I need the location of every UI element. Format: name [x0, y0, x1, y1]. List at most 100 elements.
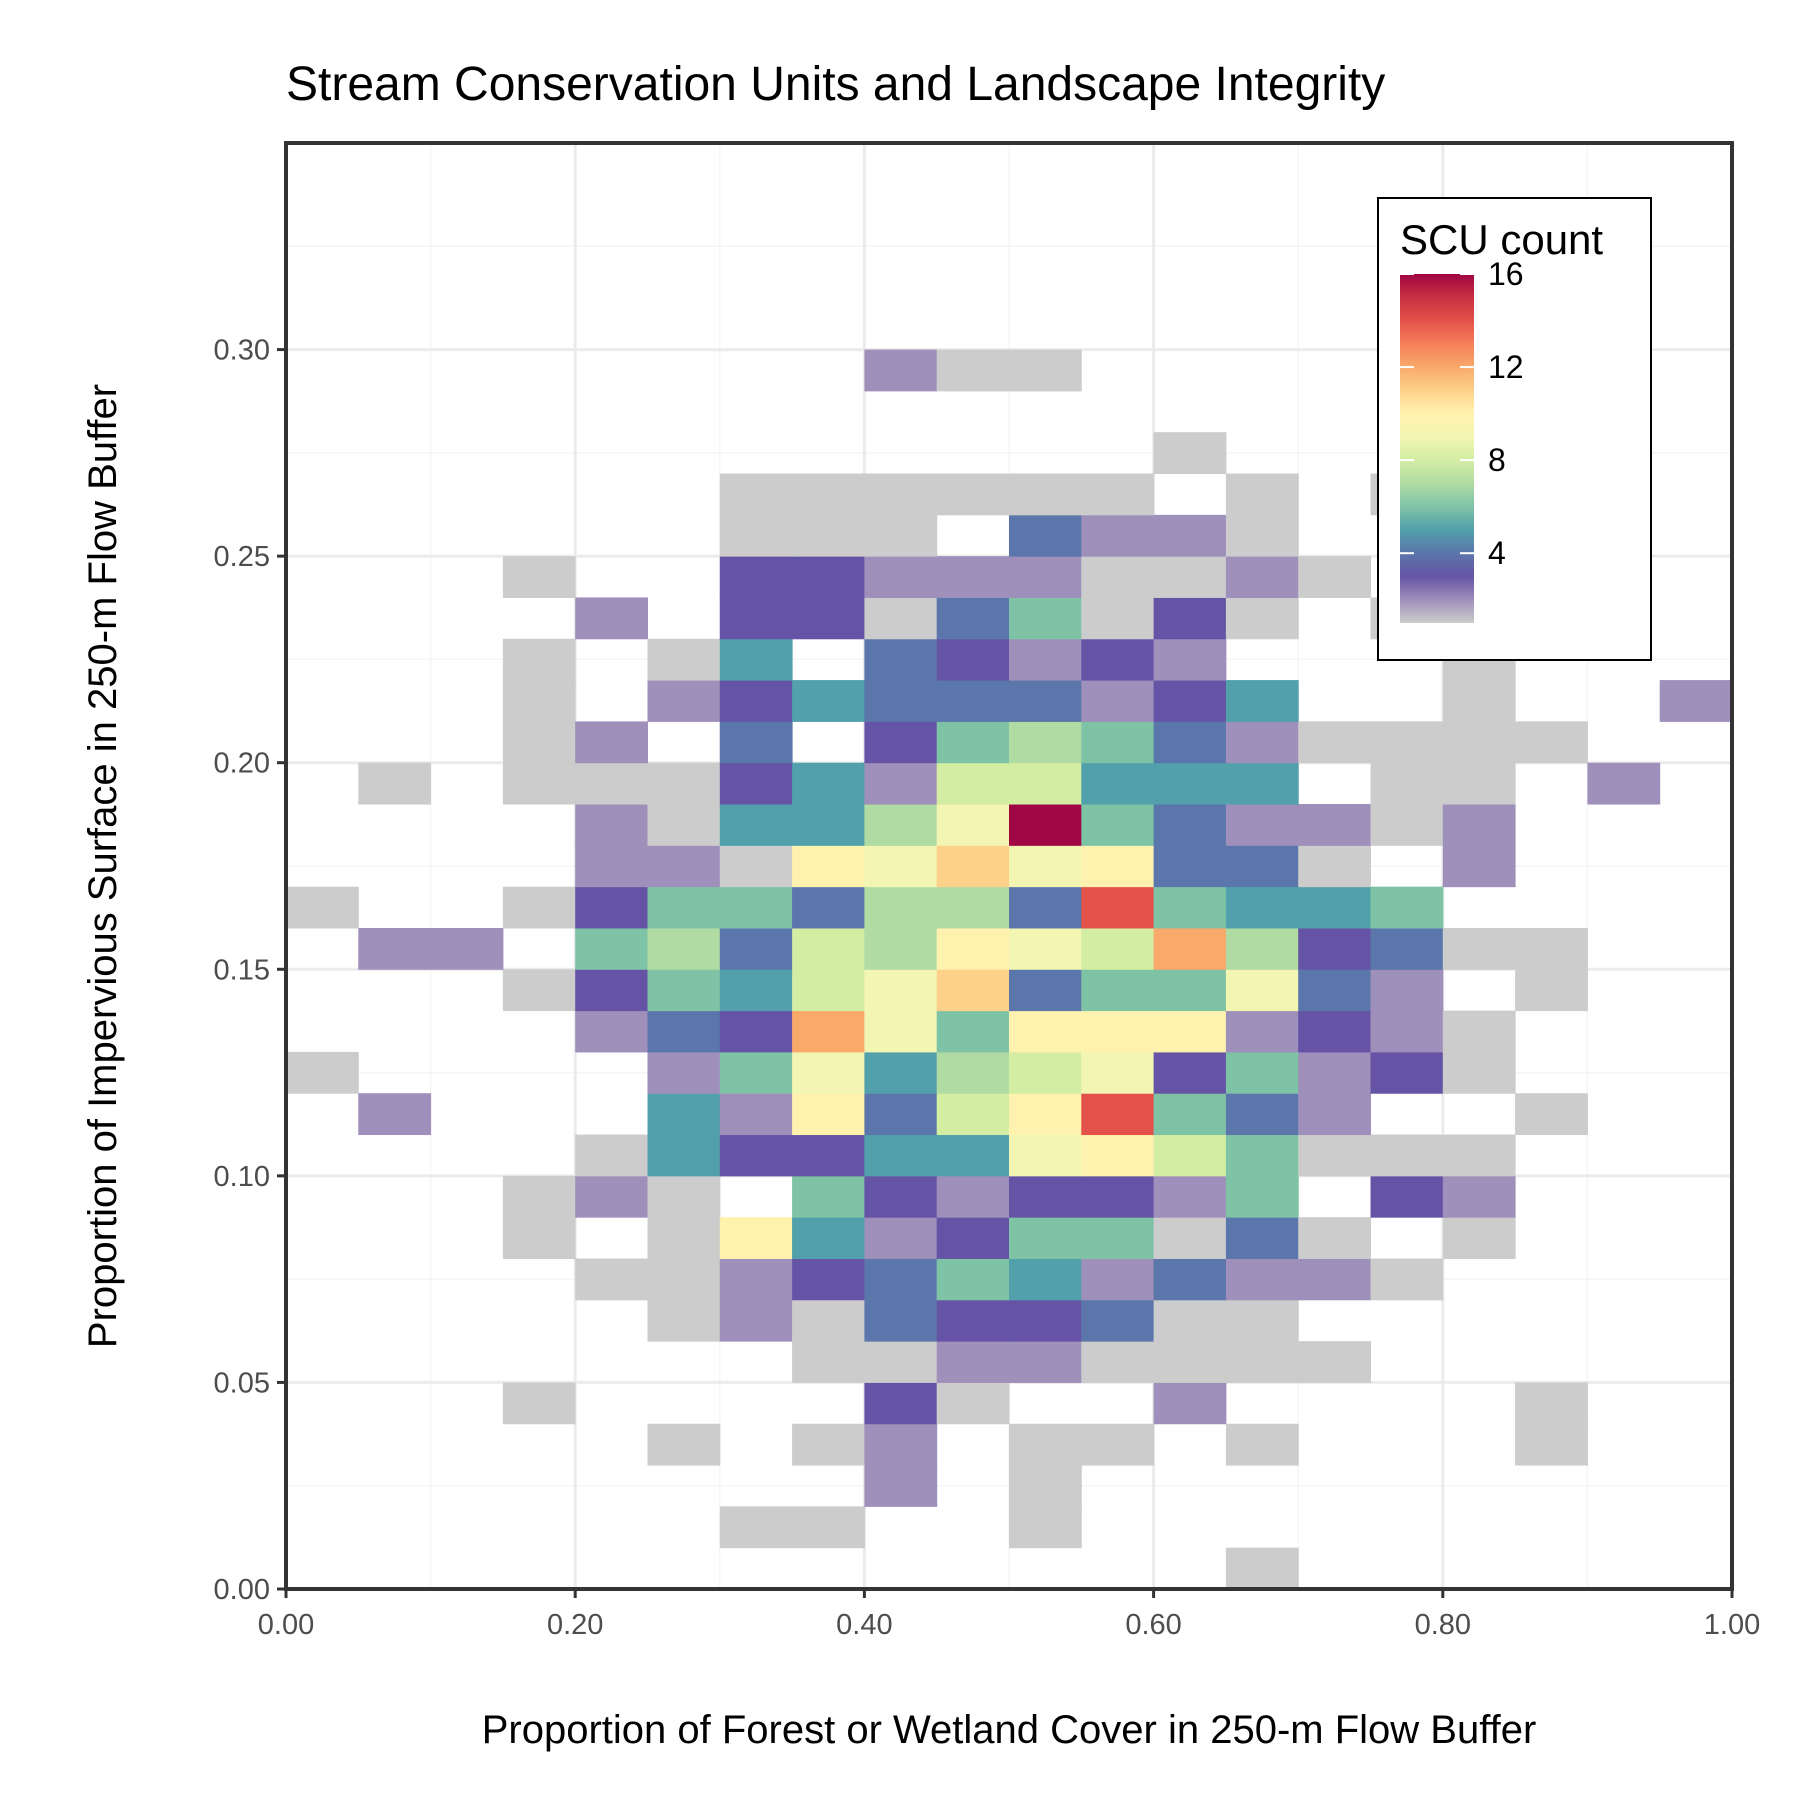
heatmap-cell	[575, 1010, 648, 1053]
heatmap-cell	[1370, 1010, 1444, 1053]
heatmap-cell	[502, 1175, 576, 1218]
heatmap-cell	[1298, 886, 1371, 929]
heatmap-cell	[1081, 473, 1155, 516]
plot-panel-border	[284, 141, 1734, 1591]
heatmap-cell	[1225, 1217, 1299, 1259]
heatmap-cell	[1225, 804, 1299, 846]
heatmap-cell	[936, 886, 1010, 929]
heatmap-cell	[792, 597, 865, 640]
heatmap-cell	[792, 1299, 865, 1342]
heatmap-cell	[575, 1258, 648, 1301]
heatmap-cell	[936, 1175, 1010, 1218]
heatmap-cell	[1009, 349, 1082, 392]
heatmap-cell	[1153, 432, 1227, 475]
heatmap-cell	[1081, 597, 1155, 640]
heatmap-cell	[1081, 638, 1155, 681]
heatmap-cell	[719, 1299, 793, 1342]
heatmap-cell	[936, 597, 1010, 640]
heatmap-cell	[864, 1382, 938, 1425]
heatmap-cell	[286, 886, 359, 929]
heatmap-cell	[1515, 927, 1588, 970]
heatmap-cell	[792, 969, 865, 1012]
heatmap-cell	[1153, 845, 1227, 888]
heatmap-cell	[864, 845, 938, 888]
heatmap-cell	[647, 1051, 721, 1094]
heatmap-cell	[719, 1010, 793, 1053]
heatmap-cell	[792, 1217, 865, 1259]
heatmap-cell	[719, 721, 793, 764]
heatmap-cell	[1081, 721, 1155, 764]
heatmap-cell	[1153, 1258, 1227, 1301]
x-tick-label: 1.00	[1704, 1609, 1760, 1641]
heatmap-cell	[936, 1010, 1010, 1053]
heatmap-cell	[864, 1010, 938, 1053]
heatmap-cell	[1081, 969, 1155, 1012]
heatmap-cell	[1225, 473, 1299, 516]
heatmap-cell	[1298, 1010, 1371, 1053]
y-tick-label: 0.00	[214, 1574, 270, 1606]
heatmap-cell	[1442, 1134, 1516, 1177]
heatmap-cell	[575, 597, 648, 640]
heatmap-cell	[1009, 886, 1082, 929]
heatmap-cell	[647, 1423, 721, 1466]
heatmap-cell	[1081, 1051, 1155, 1094]
heatmap-cell	[864, 680, 938, 722]
heatmap-cell	[1009, 927, 1082, 970]
heatmap-cell	[1225, 969, 1299, 1012]
heatmap-cell	[1009, 514, 1082, 557]
heatmap-cell	[575, 762, 648, 805]
heatmap-cell	[864, 927, 938, 970]
heatmap-cell	[936, 804, 1010, 846]
heatmap-cell	[1225, 1134, 1299, 1177]
heatmap-cell	[1009, 638, 1082, 681]
heatmap-cell	[1009, 1423, 1082, 1466]
heatmap-cell	[1298, 845, 1371, 888]
heatmap-cell	[1009, 1217, 1082, 1259]
heatmap-cell	[1442, 1010, 1516, 1053]
heatmap-cell	[1081, 680, 1155, 722]
heatmap-cell	[647, 638, 721, 681]
heatmap-cell	[936, 638, 1010, 681]
heatmap-cell	[936, 1093, 1010, 1136]
heatmap-cell	[1515, 969, 1588, 1012]
heatmap-cell	[936, 845, 1010, 888]
x-axis-title: Proportion of Forest or Wetland Cover in…	[482, 1708, 1537, 1752]
heatmap-cell	[1009, 762, 1082, 805]
heatmap-cell	[502, 638, 576, 681]
heatmap-cell	[864, 473, 938, 516]
chart-title: Stream Conservation Units and Landscape …	[286, 58, 1385, 111]
heatmap-cell	[1225, 1051, 1299, 1094]
heatmap-cell	[864, 1299, 938, 1342]
heatmap-cell	[936, 349, 1010, 392]
heatmap-cell	[719, 804, 793, 846]
legend-tick-label: 4	[1488, 535, 1506, 571]
heatmap-cell	[647, 1258, 721, 1301]
heatmap-cell	[1225, 1299, 1299, 1342]
heatmap-cell	[1442, 762, 1516, 805]
heatmap-cell	[792, 514, 865, 557]
heatmap-cell	[1081, 1010, 1155, 1053]
y-tick-label: 0.10	[214, 1161, 270, 1193]
heatmap-cell	[1298, 1341, 1371, 1383]
heatmap-cell	[1153, 638, 1227, 681]
heatmap-cell	[1587, 762, 1661, 805]
heatmap-cell	[1225, 597, 1299, 640]
heatmap-cell	[719, 638, 793, 681]
heatmap-cell	[647, 804, 721, 846]
heatmap-cell	[792, 1341, 865, 1383]
heatmap-cell	[864, 638, 938, 681]
heatmap-cell	[1370, 1134, 1444, 1177]
heatmap-cell	[1225, 1258, 1299, 1301]
heatmap-cell	[1298, 1258, 1371, 1301]
heatmap-cell	[502, 762, 576, 805]
heatmap-cell	[1153, 886, 1227, 929]
heatmap-cell	[575, 845, 648, 888]
heatmap-cell	[575, 927, 648, 970]
heatmap-cell	[864, 1134, 938, 1177]
heatmap-cell	[1370, 762, 1444, 805]
heatmap-cell	[647, 969, 721, 1012]
heatmap-cell	[1298, 927, 1371, 970]
heatmap-cell	[792, 886, 865, 929]
heatmap-cell	[575, 969, 648, 1012]
heatmap-cell	[1153, 1175, 1227, 1218]
